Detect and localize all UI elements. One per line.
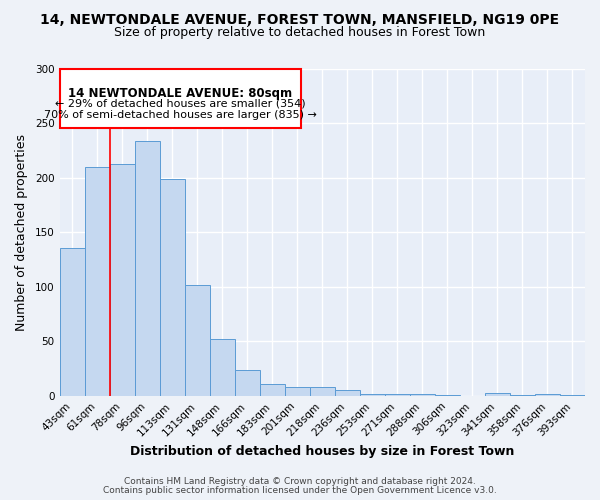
Text: 14, NEWTONDALE AVENUE, FOREST TOWN, MANSFIELD, NG19 0PE: 14, NEWTONDALE AVENUE, FOREST TOWN, MANS… [40, 12, 560, 26]
Bar [410, 394, 435, 396]
Bar [535, 394, 560, 396]
Bar [435, 394, 460, 396]
FancyBboxPatch shape [59, 69, 301, 128]
Text: Contains HM Land Registry data © Crown copyright and database right 2024.: Contains HM Land Registry data © Crown c… [124, 477, 476, 486]
Bar [510, 394, 535, 396]
Bar [560, 394, 585, 396]
Y-axis label: Number of detached properties: Number of detached properties [15, 134, 28, 331]
Bar [310, 387, 335, 396]
Text: 70% of semi-detached houses are larger (835) →: 70% of semi-detached houses are larger (… [44, 110, 317, 120]
Bar [260, 384, 285, 396]
X-axis label: Distribution of detached houses by size in Forest Town: Distribution of detached houses by size … [130, 444, 514, 458]
Bar [185, 284, 209, 396]
Bar [485, 392, 510, 396]
Text: Size of property relative to detached houses in Forest Town: Size of property relative to detached ho… [115, 26, 485, 39]
Text: Contains public sector information licensed under the Open Government Licence v3: Contains public sector information licen… [103, 486, 497, 495]
Text: ← 29% of detached houses are smaller (354): ← 29% of detached houses are smaller (35… [55, 99, 306, 109]
Bar [110, 164, 134, 396]
Bar [335, 390, 360, 396]
Bar [235, 370, 260, 396]
Bar [360, 394, 385, 396]
Bar [209, 339, 235, 396]
Bar [85, 167, 110, 396]
Bar [134, 141, 160, 396]
Bar [385, 394, 410, 396]
Bar [59, 248, 85, 396]
Bar [285, 387, 310, 396]
Text: 14 NEWTONDALE AVENUE: 80sqm: 14 NEWTONDALE AVENUE: 80sqm [68, 86, 292, 100]
Bar [160, 179, 185, 396]
